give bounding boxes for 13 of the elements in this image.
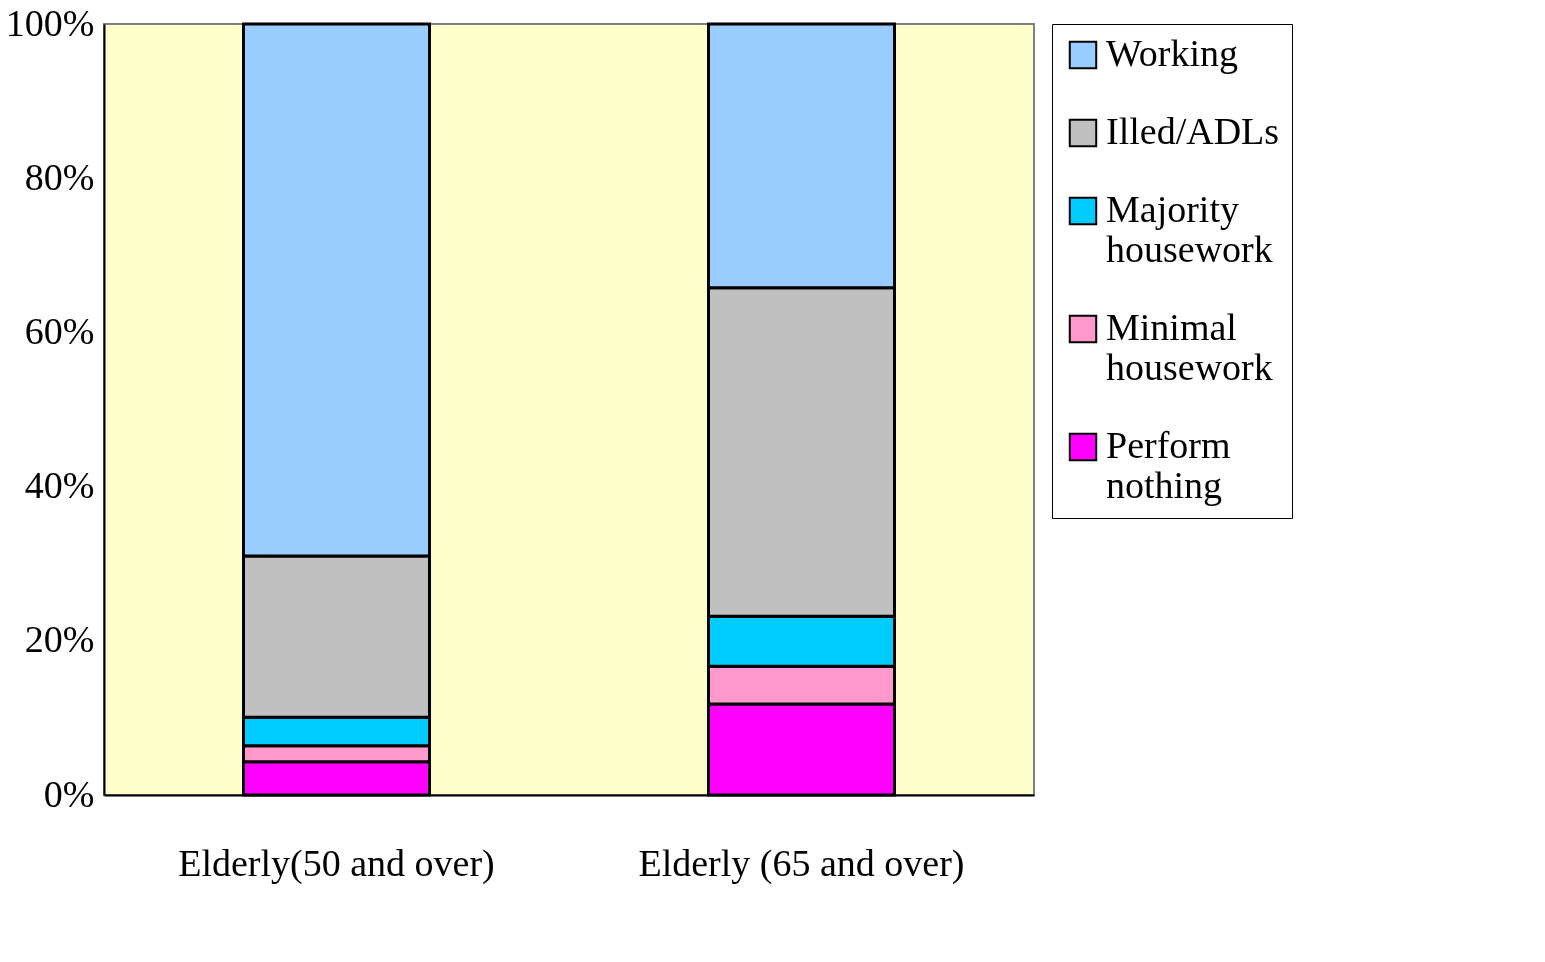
- y-tick-label: 80%: [24, 155, 95, 198]
- y-tick-label: 60%: [24, 309, 95, 352]
- y-tick-label: 20%: [24, 618, 95, 661]
- y-tick-label: 40%: [24, 464, 95, 507]
- x-tick-label: Elderly(50 and over): [178, 841, 495, 885]
- legend-label: Illed/ADLs: [1106, 110, 1280, 152]
- y-tick-label: 100%: [5, 1, 95, 44]
- legend-label: Minimal housework: [1106, 306, 1273, 388]
- x-tick-label: Elderly (65 and over): [638, 841, 965, 885]
- legend-label: Working: [1106, 32, 1239, 74]
- legend-label: Majority housework: [1106, 188, 1273, 270]
- y-tick-label: 0%: [43, 772, 95, 815]
- legend-label: Perform nothing: [1106, 424, 1231, 506]
